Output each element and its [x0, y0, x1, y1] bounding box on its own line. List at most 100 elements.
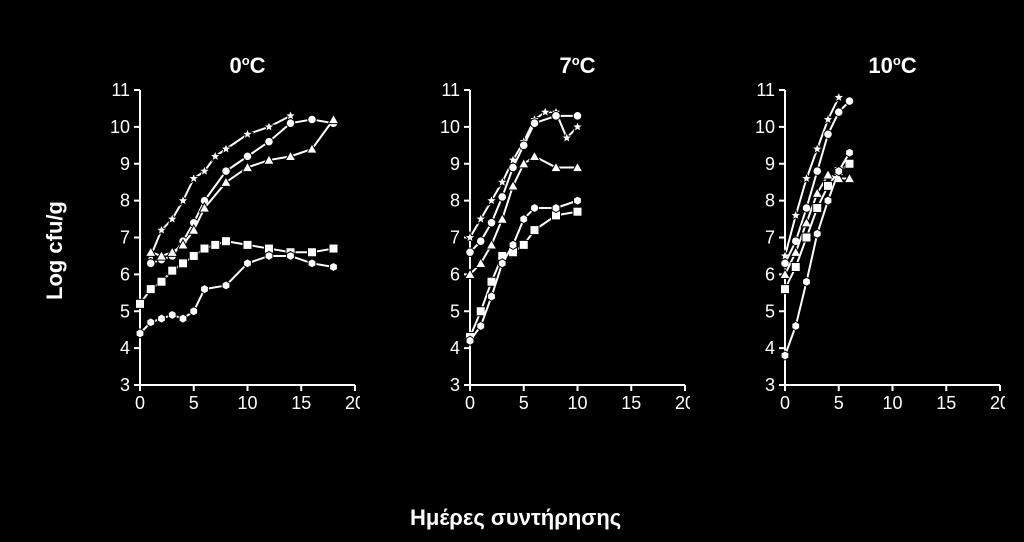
- circle-marker: [243, 152, 252, 161]
- triangle-marker: [823, 170, 833, 179]
- square-marker: [189, 251, 198, 260]
- triangle-marker: [486, 240, 496, 249]
- svg-text:5: 5: [834, 393, 844, 413]
- hexagon-marker: [781, 351, 789, 360]
- square-marker: [200, 244, 209, 253]
- square-marker: [791, 263, 800, 272]
- triangle-marker: [497, 214, 507, 223]
- hexagon-marker: [792, 322, 800, 331]
- figure: Log cfu/g Ημέρες συντήρησης 0oC345678910…: [0, 0, 1024, 542]
- star-marker: [790, 210, 801, 220]
- svg-text:11: 11: [756, 80, 775, 100]
- circle-marker: [146, 259, 155, 268]
- svg-text:3: 3: [450, 375, 460, 395]
- svg-text:9: 9: [120, 154, 130, 174]
- svg-text:4: 4: [765, 338, 775, 358]
- square-marker: [157, 277, 166, 286]
- triangle-marker: [476, 258, 486, 267]
- star-marker: [210, 151, 221, 161]
- svg-text:15: 15: [936, 393, 956, 413]
- circle-marker: [466, 248, 475, 257]
- hexagon-marker: [168, 310, 176, 319]
- square-marker: [329, 244, 338, 253]
- hexagon-marker: [308, 259, 316, 268]
- svg-text:0: 0: [465, 393, 475, 413]
- hexagon-marker: [222, 281, 230, 290]
- star-marker: [465, 232, 476, 242]
- svg-text:3: 3: [765, 375, 775, 395]
- svg-text:9: 9: [765, 154, 775, 174]
- star-marker: [178, 195, 189, 205]
- square-marker: [813, 204, 822, 213]
- hexagon-marker: [498, 259, 506, 268]
- star-marker: [801, 173, 812, 183]
- square-marker: [519, 240, 528, 249]
- hexagon-marker: [147, 318, 155, 327]
- svg-text:5: 5: [450, 301, 460, 321]
- circle-marker: [509, 163, 518, 172]
- svg-text:10: 10: [237, 393, 257, 413]
- circle-marker: [519, 141, 528, 150]
- circle-marker: [487, 218, 496, 227]
- circle-marker: [308, 115, 317, 124]
- svg-text:10: 10: [567, 393, 587, 413]
- svg-text:6: 6: [120, 264, 130, 284]
- hexagon-marker: [136, 329, 144, 338]
- hexagon-marker: [803, 277, 811, 286]
- hexagon-marker: [179, 314, 187, 323]
- circle-marker: [222, 167, 231, 176]
- svg-text:9: 9: [450, 154, 460, 174]
- hexagon-marker: [190, 307, 198, 316]
- triangle-marker: [328, 114, 338, 123]
- hexagon-marker: [287, 251, 295, 260]
- svg-text:7: 7: [765, 228, 775, 248]
- svg-text:10: 10: [110, 117, 130, 137]
- svg-text:5: 5: [189, 393, 199, 413]
- chart-panel: 0oC3456789101105101520: [90, 55, 360, 435]
- svg-text:4: 4: [120, 338, 130, 358]
- circle-marker: [498, 193, 507, 202]
- square-marker: [222, 237, 231, 246]
- svg-text:6: 6: [450, 264, 460, 284]
- hexagon-marker: [835, 167, 843, 176]
- chart-panel: 10oC3456789101105101520: [735, 55, 1005, 435]
- svg-text:8: 8: [120, 191, 130, 211]
- svg-text:4: 4: [450, 338, 460, 358]
- square-marker: [802, 233, 811, 242]
- svg-text:0: 0: [135, 393, 145, 413]
- star-marker: [475, 213, 486, 223]
- svg-text:7: 7: [120, 228, 130, 248]
- hexagon-marker: [466, 336, 474, 345]
- square-marker: [845, 159, 854, 168]
- star-marker: [812, 143, 823, 153]
- triangle-marker: [508, 181, 518, 190]
- star-marker: [823, 114, 834, 124]
- svg-text:20: 20: [675, 393, 690, 413]
- y-axis-label: Log cfu/g: [42, 201, 68, 300]
- hexagon-marker: [574, 196, 582, 205]
- square-marker: [308, 248, 317, 257]
- hexagon-marker: [531, 204, 539, 213]
- svg-text:10: 10: [755, 117, 775, 137]
- x-axis-label: Ημέρες συντήρησης: [410, 505, 621, 531]
- hexagon-marker: [824, 196, 832, 205]
- hexagon-marker: [244, 259, 252, 268]
- circle-marker: [265, 137, 274, 146]
- svg-text:7: 7: [450, 228, 460, 248]
- square-marker: [573, 207, 582, 216]
- square-marker: [179, 259, 188, 268]
- svg-text:6: 6: [765, 264, 775, 284]
- star-marker: [486, 195, 497, 205]
- svg-text:11: 11: [111, 80, 130, 100]
- circle-marker: [286, 119, 295, 128]
- circle-marker: [834, 108, 843, 117]
- svg-text:20: 20: [990, 393, 1005, 413]
- triangle-marker: [812, 188, 822, 197]
- hexagon-marker: [330, 263, 338, 272]
- svg-text:8: 8: [765, 191, 775, 211]
- circle-marker: [476, 237, 485, 246]
- circle-marker: [813, 167, 822, 176]
- chart-panel: 7oC3456789101105101520: [420, 55, 690, 435]
- hexagon-marker: [158, 314, 166, 323]
- svg-text:5: 5: [519, 393, 529, 413]
